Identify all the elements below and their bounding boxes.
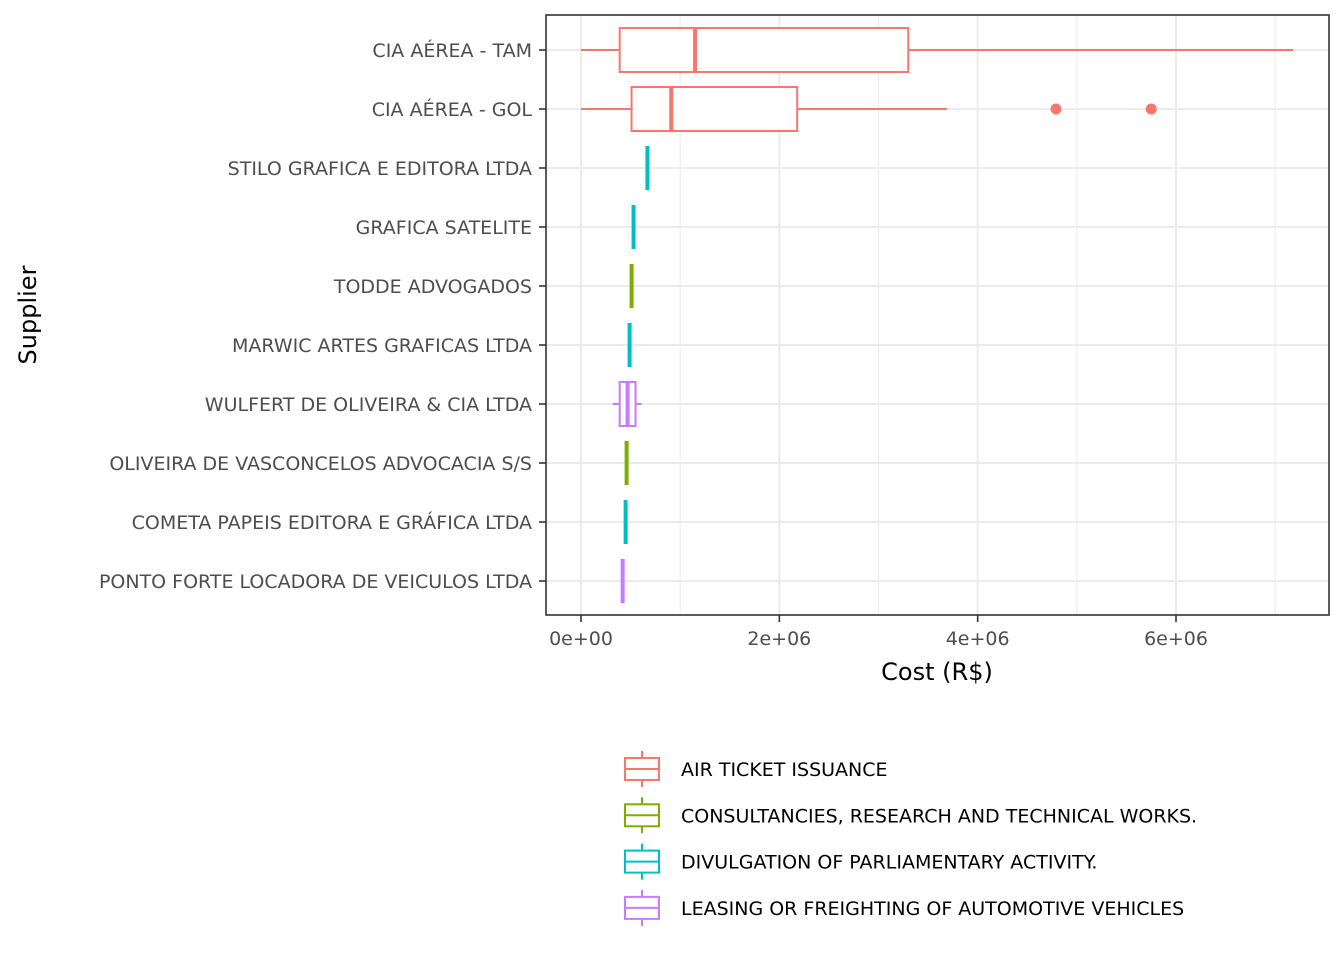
iqr-box xyxy=(630,86,799,132)
y-axis: CIA AÉREA - TAM CIA AÉREA - GOL STILO GRAF… xyxy=(99,39,546,593)
y-tick-label: CIA AÉREA - GOL xyxy=(372,98,533,121)
legend-label: LEASING OR FREIGHTING OF AUTOMOTIVE VEHI… xyxy=(681,898,1184,920)
y-tick-label: MARWIC ARTES GRAFICAS LTDA xyxy=(232,335,532,357)
x-tick-label: 0e+00 xyxy=(549,628,613,650)
y-tick-label: STILO GRAFICA E EDITORA LTDA xyxy=(228,158,532,180)
y-tick-label: CIA AÉREA - TAM xyxy=(372,39,532,62)
box-1 xyxy=(581,86,1157,132)
legend-label: DIVULGATION OF PARLIAMENTARY ACTIVITY. xyxy=(681,852,1097,874)
y-tick-label: TODDE ADVOGADOS xyxy=(333,276,532,298)
y-axis-title: Supplier xyxy=(14,265,42,364)
x-tick-label: 2e+06 xyxy=(747,628,811,650)
box-0 xyxy=(581,27,1294,73)
outlier-point xyxy=(1145,103,1157,115)
legend-item-0: AIR TICKET ISSUANCE xyxy=(624,751,888,787)
legend-label: CONSULTANCIES, RESEARCH AND TECHNICAL WO… xyxy=(681,805,1197,827)
legend-item-1: CONSULTANCIES, RESEARCH AND TECHNICAL WO… xyxy=(624,797,1197,834)
y-tick-label: WULFERT DE OLIVEIRA & CIA LTDA xyxy=(205,394,532,416)
outlier-point xyxy=(1050,103,1062,115)
legend-item-3: LEASING OR FREIGHTING OF AUTOMOTIVE VEHI… xyxy=(624,889,1184,926)
plot-panel-border xyxy=(545,14,1330,616)
y-tick-label: COMETA PAPEIS EDITORA E GRÁFICA LTDA xyxy=(132,511,532,534)
x-axis-title: Cost (R$) xyxy=(881,658,993,686)
x-tick-label: 6e+06 xyxy=(1144,628,1208,650)
x-tick-label: 4e+06 xyxy=(946,628,1010,650)
iqr-box xyxy=(618,27,910,73)
legend-item-2: DIVULGATION OF PARLIAMENTARY ACTIVITY. xyxy=(624,843,1097,880)
y-tick-label: GRAFICA SATELITE xyxy=(356,217,532,239)
box-6 xyxy=(612,381,642,427)
box-layer xyxy=(581,27,1294,603)
legend-label: AIR TICKET ISSUANCE xyxy=(681,759,888,781)
y-tick-label: PONTO FORTE LOCADORA DE VEICULOS LTDA xyxy=(99,571,532,593)
y-tick-label: OLIVEIRA DE VASCONCELOS ADVOCACIA S/S xyxy=(109,453,532,475)
legend: AIR TICKET ISSUANCE CONSULTANCIES, RESEAR… xyxy=(624,751,1197,926)
x-axis: 0e+00 2e+06 4e+06 6e+06 xyxy=(549,615,1208,650)
